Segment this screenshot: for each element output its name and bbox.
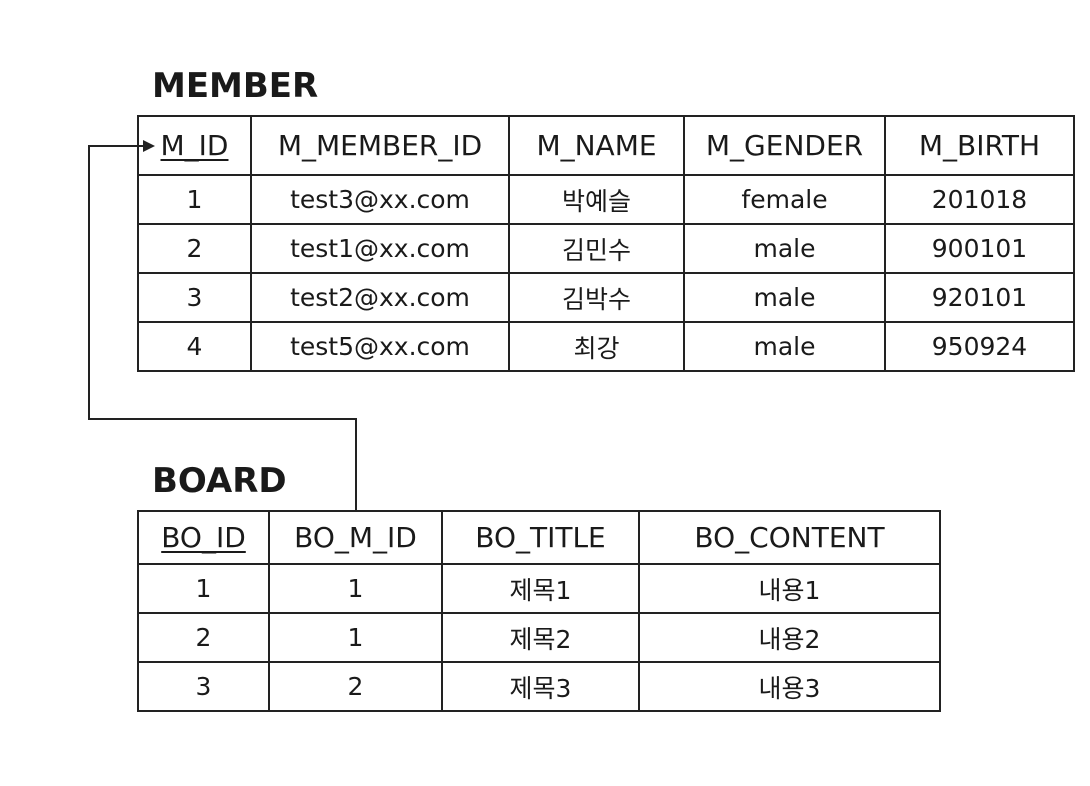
table-cell: 920101 [884, 272, 1075, 323]
column-header-bo-m-id: BO_M_ID [268, 510, 443, 565]
column-header-m-name: M_NAME [508, 115, 685, 176]
table-cell: 내용2 [638, 612, 941, 663]
table-cell: 1 [137, 174, 252, 225]
table-cell: 내용3 [638, 661, 941, 712]
column-header-bo-content: BO_CONTENT [638, 510, 941, 565]
table-cell: 950924 [884, 321, 1075, 372]
table-row: 3 test2@xx.com 김박수 male 920101 [137, 272, 1075, 323]
table-cell: 2 [268, 661, 443, 712]
column-header-m-gender: M_GENDER [683, 115, 886, 176]
table-row: 4 test5@xx.com 최강 male 950924 [137, 321, 1075, 372]
table-cell: 내용1 [638, 563, 941, 614]
board-header-row: BO_ID BO_M_ID BO_TITLE BO_CONTENT [137, 510, 941, 565]
table-row: 1 test3@xx.com 박예슬 female 201018 [137, 174, 1075, 225]
table-cell: 2 [137, 612, 270, 663]
table-cell: 1 [268, 563, 443, 614]
column-header-m-id: M_ID [137, 115, 252, 176]
table-cell: test2@xx.com [250, 272, 510, 323]
table-cell: male [683, 223, 886, 274]
table-cell: 900101 [884, 223, 1075, 274]
table-cell: 201018 [884, 174, 1075, 225]
column-header-bo-title: BO_TITLE [441, 510, 640, 565]
table-cell: 3 [137, 661, 270, 712]
member-table: M_ID M_MEMBER_ID M_NAME M_GENDER M_BIRTH… [137, 115, 1075, 372]
table-row: 3 2 제목3 내용3 [137, 661, 941, 712]
table-cell: test3@xx.com [250, 174, 510, 225]
table-cell: male [683, 321, 886, 372]
table-cell: male [683, 272, 886, 323]
member-header-row: M_ID M_MEMBER_ID M_NAME M_GENDER M_BIRTH [137, 115, 1075, 176]
table-cell: 2 [137, 223, 252, 274]
table-row: 2 1 제목2 내용2 [137, 612, 941, 663]
table-cell: test5@xx.com [250, 321, 510, 372]
table-cell: 1 [137, 563, 270, 614]
table-cell: 제목2 [441, 612, 640, 663]
board-table: BO_ID BO_M_ID BO_TITLE BO_CONTENT 1 1 제목… [137, 510, 941, 712]
table-cell: 1 [268, 612, 443, 663]
table-cell: 최강 [508, 321, 685, 372]
table-cell: test1@xx.com [250, 223, 510, 274]
table-cell: 4 [137, 321, 252, 372]
table-cell: female [683, 174, 886, 225]
table-cell: 김박수 [508, 272, 685, 323]
table-row: 2 test1@xx.com 김민수 male 900101 [137, 223, 1075, 274]
table-cell: 3 [137, 272, 252, 323]
member-table-title: MEMBER [152, 66, 319, 106]
column-header-bo-id: BO_ID [137, 510, 270, 565]
table-cell: 박예슬 [508, 174, 685, 225]
table-row: 1 1 제목1 내용1 [137, 563, 941, 614]
board-table-title: BOARD [152, 461, 287, 501]
table-cell: 김민수 [508, 223, 685, 274]
column-header-m-birth: M_BIRTH [884, 115, 1075, 176]
column-header-m-member-id: M_MEMBER_ID [250, 115, 510, 176]
table-cell: 제목1 [441, 563, 640, 614]
primary-key-label: M_ID [160, 129, 229, 162]
table-cell: 제목3 [441, 661, 640, 712]
primary-key-label: BO_ID [161, 521, 246, 554]
